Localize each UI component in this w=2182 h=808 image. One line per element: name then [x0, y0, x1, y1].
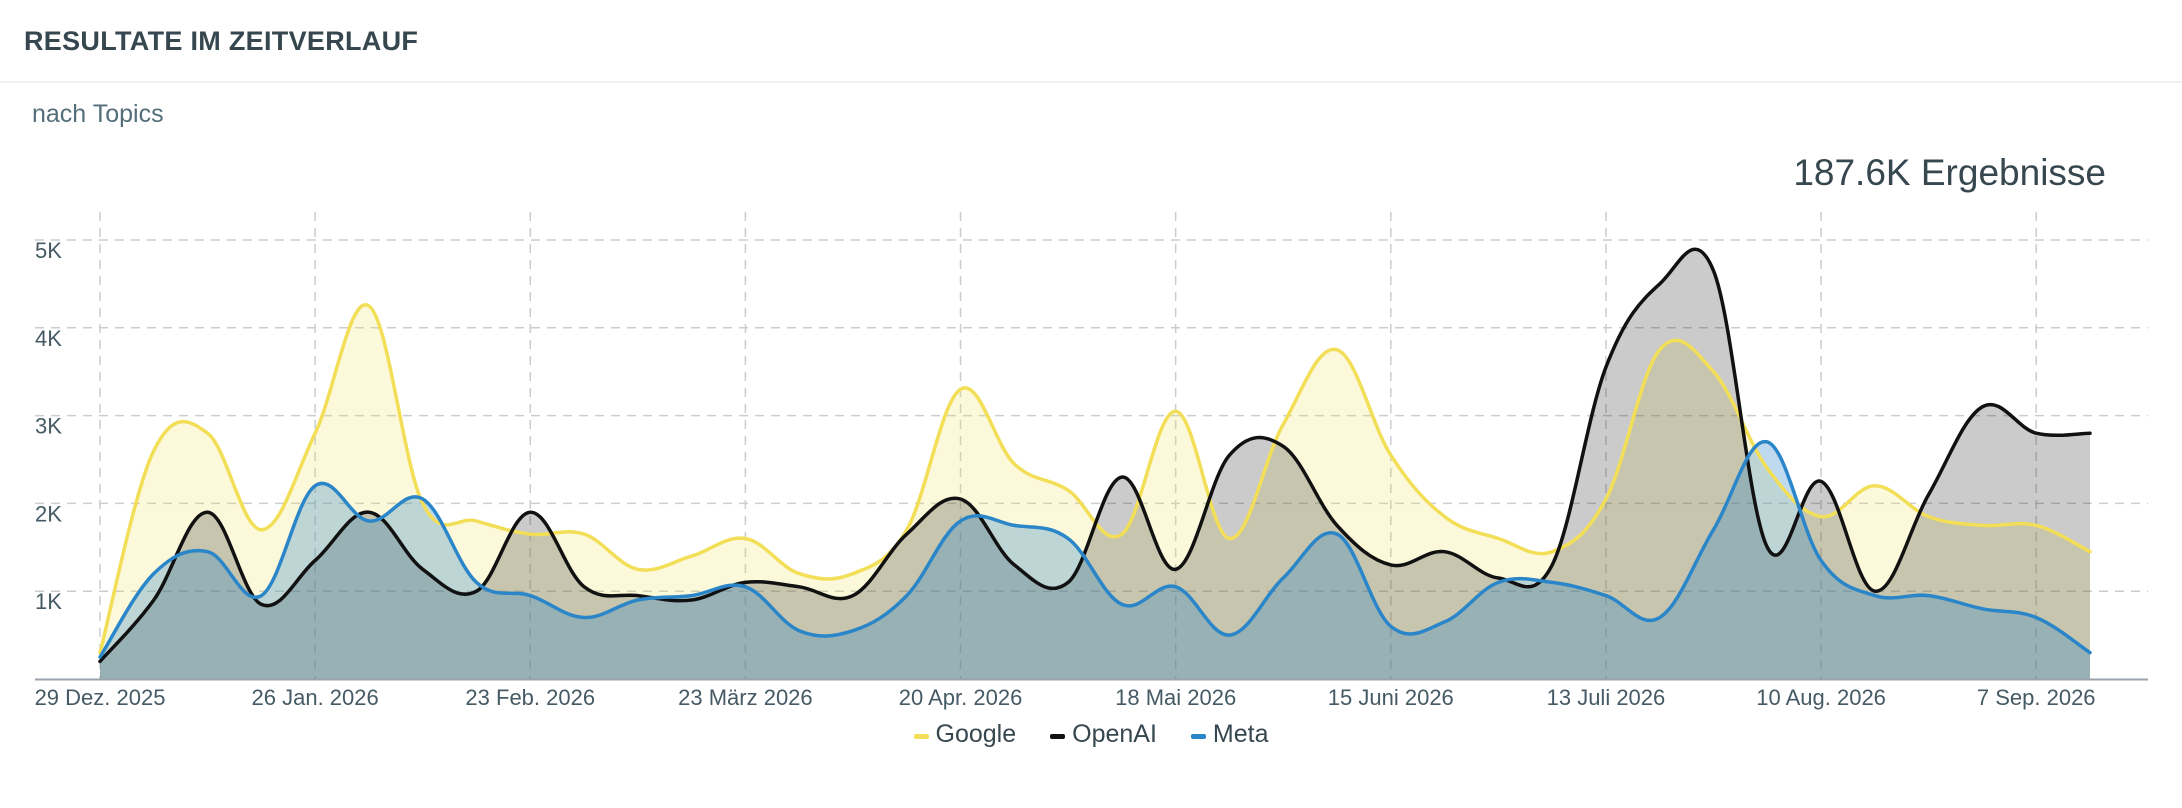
chart-title: RESULTATE IM ZEITVERLAUF [24, 26, 419, 56]
y-tick-label: 1K [35, 589, 62, 614]
series-area-meta [100, 441, 2090, 679]
series-line-openai [98, 247, 2092, 664]
axes: 1K 2K 3K 4K 5K 29 Dez. 2025 26 Jan. 2026 23 Feb… [35, 238, 2148, 710]
chart-header: RESULTATE IM ZEITVERLAUF [0, 0, 2182, 83]
x-tick-label: 18 Mai 2026 [1115, 685, 1236, 710]
y-tick-label: 3K [35, 414, 62, 439]
series-area-openai [100, 249, 2090, 679]
series-area-google [100, 304, 2090, 679]
x-tick-label: 23 Feb. 2026 [465, 685, 595, 710]
y-tick-label: 4K [35, 326, 62, 351]
legend-swatch [1190, 734, 1206, 739]
legend-label: Meta [1212, 720, 1269, 748]
legend-label: Google [935, 720, 1017, 748]
legend-item-google[interactable]: Google [913, 720, 1017, 749]
series-line-google [98, 303, 2092, 655]
chart-subtitle: nach Topics [32, 100, 164, 128]
chart-legend: Google OpenAI Meta [0, 720, 2182, 749]
x-tick-label: 26 Jan. 2026 [252, 685, 379, 710]
legend-item-meta[interactable]: Meta [1190, 720, 1269, 749]
series-lines [98, 247, 2092, 664]
y-tick-label: 5K [35, 238, 62, 263]
legend-swatch [1050, 734, 1066, 739]
y-tick-label: 2K [35, 501, 62, 526]
legend-swatch [913, 734, 929, 739]
legend-label: OpenAI [1072, 720, 1157, 748]
x-tick-label: 20 Apr. 2026 [899, 685, 1023, 710]
x-tick-label: 7 Sep. 2026 [1977, 685, 2096, 710]
x-tick-label: 10 Aug. 2026 [1756, 685, 1886, 710]
x-tick-label: 15 Juni 2026 [1328, 685, 1454, 710]
x-tick-label: 13 Juli 2026 [1547, 685, 1666, 710]
series-line-meta [98, 440, 2092, 659]
area-chart: 1K 2K 3K 4K 5K 29 Dez. 2025 26 Jan. 2026 23 Feb… [35, 212, 2148, 710]
x-tick-label: 29 Dez. 2025 [35, 685, 166, 710]
x-tick-label: 23 März 2026 [678, 685, 813, 710]
legend-item-openai[interactable]: OpenAI [1050, 720, 1157, 749]
series-areas [100, 249, 2090, 679]
results-total: 187.6K Ergebnisse [1793, 152, 2106, 193]
